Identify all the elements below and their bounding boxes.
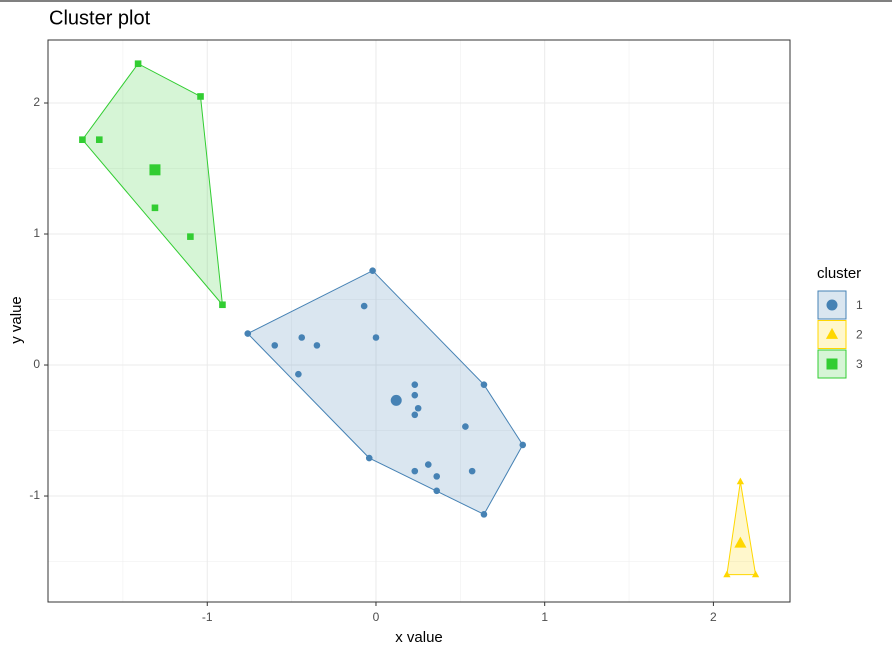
cluster-center	[734, 536, 747, 548]
point	[433, 473, 441, 480]
legend-symbol	[826, 299, 838, 311]
point	[369, 267, 376, 274]
chart-title: Cluster plot	[49, 7, 151, 29]
legend-label: 2	[856, 328, 863, 342]
point	[197, 93, 204, 100]
point	[298, 334, 306, 341]
point	[360, 302, 368, 310]
x-tick-label: -1	[202, 610, 213, 624]
point	[468, 467, 476, 475]
point	[462, 423, 469, 430]
legend-title: cluster	[817, 265, 861, 282]
legend-label: 1	[856, 298, 863, 312]
y-tick-label: -1	[29, 488, 40, 502]
point	[411, 391, 419, 399]
point	[480, 511, 488, 518]
point	[411, 411, 419, 419]
legend-key	[817, 349, 847, 379]
point	[519, 441, 527, 449]
point	[433, 487, 441, 495]
y-axis-label: y value	[8, 296, 25, 344]
legend-symbol	[825, 327, 839, 339]
point	[424, 461, 432, 468]
point	[365, 454, 373, 462]
x-tick-label: 2	[710, 610, 717, 624]
point	[414, 404, 422, 412]
point	[736, 477, 745, 485]
x-axis-label: x value	[395, 629, 443, 646]
y-tick-label: 2	[33, 95, 40, 109]
point	[372, 334, 380, 341]
point	[271, 342, 279, 349]
cluster-hull	[246, 270, 524, 516]
legend-label: 3	[856, 357, 863, 371]
legend-key	[817, 290, 847, 320]
plot-border	[47, 39, 791, 603]
x-tick-label: 0	[373, 610, 380, 624]
point	[151, 204, 159, 212]
cluster-hull	[81, 63, 224, 307]
point	[480, 381, 488, 388]
cluster-center	[149, 164, 161, 176]
point	[411, 467, 419, 475]
point	[751, 570, 760, 578]
point	[187, 233, 194, 240]
cluster-center	[390, 394, 402, 406]
y-tick-label: 1	[33, 226, 40, 240]
point	[723, 570, 731, 578]
point	[134, 60, 142, 68]
point	[411, 381, 419, 388]
point	[244, 330, 252, 337]
point	[219, 301, 226, 309]
x-tick-label: 1	[541, 610, 548, 624]
legend-symbol	[826, 358, 838, 370]
cluster-hull	[726, 481, 757, 576]
point	[79, 136, 86, 143]
point	[295, 370, 302, 378]
y-tick-label: 0	[33, 357, 40, 371]
point	[313, 342, 321, 349]
point	[95, 136, 103, 143]
